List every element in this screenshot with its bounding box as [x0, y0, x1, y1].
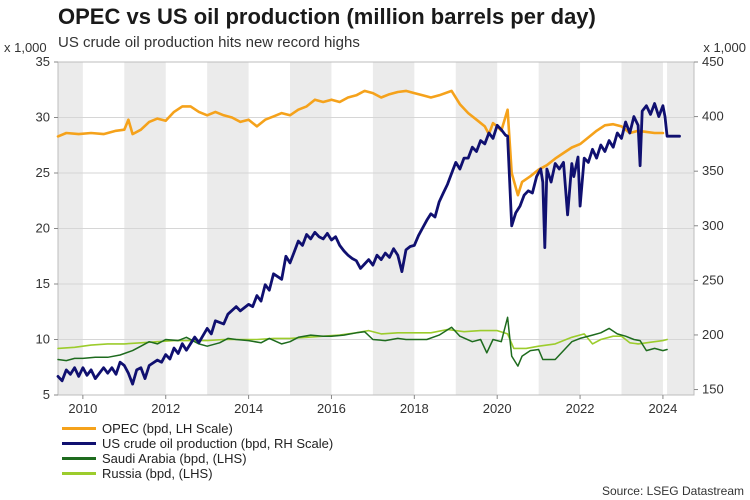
- y-right-tick-label: 150: [702, 382, 724, 397]
- x-tick-label: 2022: [566, 401, 595, 416]
- legend-item-3: Russia (bpd, (LHS): [62, 466, 333, 481]
- y-right-tick-label: 250: [702, 272, 724, 287]
- legend-label: US crude oil production (bpd, RH Scale): [102, 436, 334, 451]
- y-left-tick-label: 25: [36, 165, 50, 180]
- y-left-tick-label: 30: [36, 110, 50, 125]
- legend-item-1: US crude oil production (bpd, RH Scale): [62, 436, 333, 451]
- y-right-tick-label: 400: [702, 109, 724, 124]
- x-tick-label: 2012: [151, 401, 180, 416]
- chart-subtitle: US crude oil production hits new record …: [58, 34, 360, 51]
- legend-swatch: [62, 457, 96, 460]
- x-tick-label: 2018: [400, 401, 429, 416]
- legend: OPEC (bpd, LH Scale) US crude oil product…: [62, 421, 333, 481]
- chart-title: OPEC vs US oil production (million barre…: [58, 4, 596, 29]
- right-axis-unit: x 1,000: [703, 40, 746, 55]
- legend-label: OPEC (bpd, LH Scale): [102, 421, 233, 436]
- y-left-tick-label: 20: [36, 221, 50, 236]
- x-tick-label: 2016: [317, 401, 346, 416]
- legend-label: Saudi Arabia (bpd, (LHS): [102, 451, 247, 466]
- series-line-0: [56, 89, 665, 197]
- y-left-tick-label: 5: [43, 387, 50, 402]
- y-right-tick-label: 350: [702, 163, 724, 178]
- left-axis-unit: x 1,000: [4, 40, 47, 55]
- x-tick-label: 2014: [234, 401, 263, 416]
- legend-item-2: Saudi Arabia (bpd, (LHS): [62, 451, 333, 466]
- series-line-1: [56, 102, 681, 386]
- legend-swatch: [62, 472, 96, 475]
- y-left-tick-label: 10: [36, 332, 50, 347]
- x-tick-label: 2020: [483, 401, 512, 416]
- legend-swatch: [62, 427, 96, 430]
- y-right-tick-label: 300: [702, 218, 724, 233]
- y-left-tick-label: 15: [36, 276, 50, 291]
- source-note: Source: LSEG Datastream: [601, 484, 744, 498]
- series-line-2: [57, 316, 668, 367]
- y-right-tick-label: 200: [702, 327, 724, 342]
- x-tick-label: 2010: [68, 401, 97, 416]
- legend-item-0: OPEC (bpd, LH Scale): [62, 421, 333, 436]
- y-right-tick-label: 450: [702, 54, 724, 69]
- x-tick-label: 2024: [648, 401, 677, 416]
- legend-swatch: [62, 442, 96, 445]
- y-left-tick-label: 35: [36, 54, 50, 69]
- legend-label: Russia (bpd, (LHS): [102, 466, 213, 481]
